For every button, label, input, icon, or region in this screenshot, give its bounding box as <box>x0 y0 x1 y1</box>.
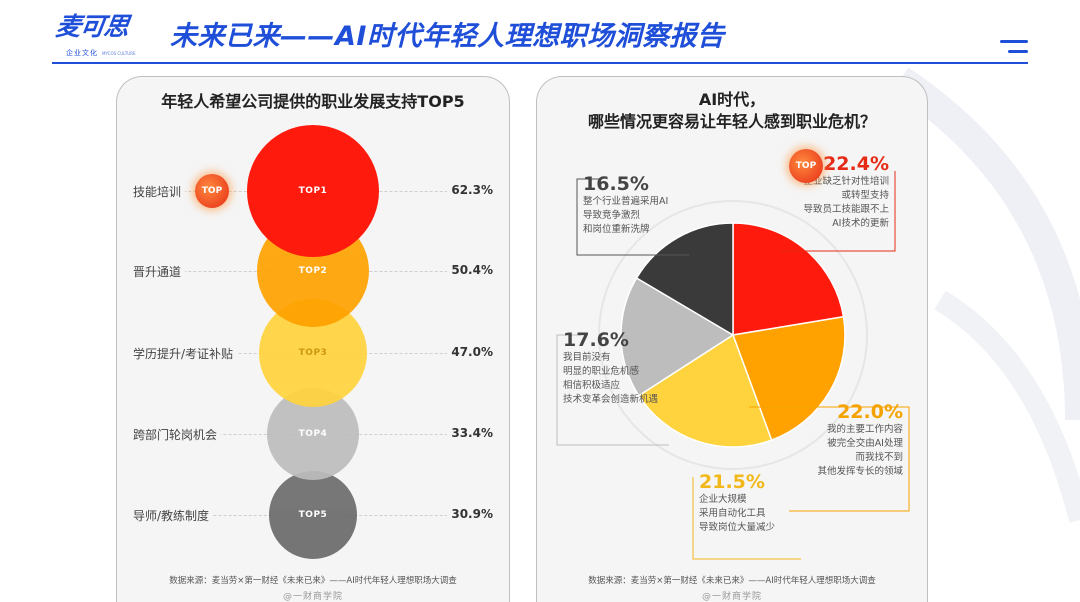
category-label: 跨部门轮岗机会 <box>133 426 222 443</box>
slice-description-line: 其他发挥专长的领域 <box>817 466 903 477</box>
top-badge-icon: TOP <box>789 149 823 183</box>
slice-description-line: 我的主要工作内容 <box>826 424 903 435</box>
logo-subtitle: 企业文化 <box>66 49 98 57</box>
slice-value-label: 21.5% <box>699 471 765 493</box>
slice-description-line: 而我找不到 <box>855 452 903 463</box>
pie-slice <box>732 222 845 336</box>
slice-description-line: 导致员工技能跟不上 <box>803 204 889 215</box>
pie-slice <box>620 276 735 397</box>
right-chart-title-line1: AI时代， <box>698 90 766 109</box>
menu-icon[interactable] <box>1000 40 1028 56</box>
slice-description-line: 和岗位重新洗牌 <box>583 224 650 235</box>
callout-bracket <box>692 477 801 560</box>
logo: 麦可思 企业文化 MYCOS CULTURE <box>54 12 156 57</box>
category-label: 技能培训 <box>133 183 186 200</box>
slice-description-line: 技术变革会创造新机遇 <box>563 394 659 405</box>
value-label: 62.3% <box>447 183 493 197</box>
callout-bracket <box>749 406 910 512</box>
pie-callout: 21.5% 企业大规模采用自动化工具 导致岗位大量减少 <box>699 471 795 535</box>
header-divider <box>52 62 1028 64</box>
slice-description-line: 或转型支持 <box>841 190 889 201</box>
pie-callout: 17.6% 我目前没有明显的职业危机感 相信积极适应技术变革会创造新机遇 <box>563 329 663 407</box>
slice-value-label: 22.0% <box>837 401 903 423</box>
slice-description-line: 导致岗位大量减少 <box>699 522 776 533</box>
pie-callout: 22.4% 企业缺乏针对性培训或转型支持导致员工技能跟不上 AI技术的更新 <box>787 153 889 231</box>
slice-value-label: 22.4% <box>823 153 889 175</box>
callout-bracket <box>556 334 669 446</box>
bubble-top5: TOP5 <box>268 470 358 560</box>
value-label: 33.4% <box>447 426 493 440</box>
left-source-note: 数据来源：麦当劳×第一财经《未来已来》——AI时代年轻人理想职场大调查 <box>169 576 457 586</box>
callout-bracket <box>576 178 689 256</box>
callout-bracket <box>781 171 896 252</box>
slice-value-label: 17.6% <box>563 329 629 351</box>
right-chart-panel: AI时代， 哪些情况更容易让年轻人感到职业危机？ 22.4% 企业缺乏针对性培训或… <box>536 76 928 602</box>
pie-chart <box>556 171 910 560</box>
category-label: 学历提升/考证补贴 <box>133 345 238 362</box>
slice-description-line: 导致竞争激烈 <box>583 210 641 221</box>
slice-value-label: 16.5% <box>583 173 649 195</box>
pie-callout: 22.0% 我的主要工作内容 被完全交由AI处理而我找不到其他发挥专长的领域 <box>795 401 903 479</box>
top-badge-icon: TOP <box>195 174 229 208</box>
pie-slice <box>635 222 734 337</box>
pie-slice <box>637 333 773 448</box>
bubble-top4: TOP4 <box>267 388 359 480</box>
value-label: 47.0% <box>447 345 493 359</box>
slice-description-line: 我目前没有 <box>563 352 611 363</box>
right-chart-title: AI时代， 哪些情况更容易让年轻人感到职业危机？ <box>537 89 927 133</box>
slice-description-line: 企业大规模 <box>699 494 747 505</box>
slice-description-line: 明显的职业危机感 <box>563 366 640 377</box>
value-label: 30.9% <box>447 507 493 521</box>
value-label: 50.4% <box>447 263 493 277</box>
slice-description-line: 被完全交由AI处理 <box>827 438 903 449</box>
logo-text: 麦可思 <box>54 12 131 41</box>
slice-description-line: 相信积极适应 <box>563 380 621 391</box>
slice-description-line: 整个行业普遍采用AI <box>583 196 669 207</box>
slice-description-line: 采用自动化工具 <box>699 508 766 519</box>
slice-description-line: AI技术的更新 <box>832 218 889 229</box>
right-source-note: 数据来源：麦当劳×第一财经《未来已来》——AI时代年轻人理想职场大调查 <box>588 576 876 586</box>
slice-description-line: 企业缺乏针对性培训 <box>803 176 889 187</box>
right-watermark: @一财商学院 <box>701 592 763 602</box>
left-watermark: @一财商学院 <box>282 592 344 602</box>
pie-callout: 16.5% 整个行业普遍采用AI 导致竞争激烈 和岗位重新洗牌 <box>583 173 683 237</box>
category-label: 导师/教练制度 <box>133 507 214 524</box>
category-label: 晋升通道 <box>133 263 186 280</box>
pie-outer-ring <box>598 200 868 470</box>
bubble-top1: TOP1 <box>247 125 379 257</box>
right-chart-title-line2: 哪些情况更容易让年轻人感到职业危机？ <box>587 112 876 131</box>
left-chart-title: 年轻人希望公司提供的职业发展支持TOP5 <box>161 92 465 111</box>
page-title: 未来已来——AI时代年轻人理想职场洞察报告 <box>170 21 725 52</box>
logo-subtitle-en: MYCOS CULTURE <box>102 51 136 56</box>
left-chart-panel: 年轻人希望公司提供的职业发展支持TOP5 技能培训 62.3% 晋升通道 50.4% 学… <box>116 76 510 602</box>
